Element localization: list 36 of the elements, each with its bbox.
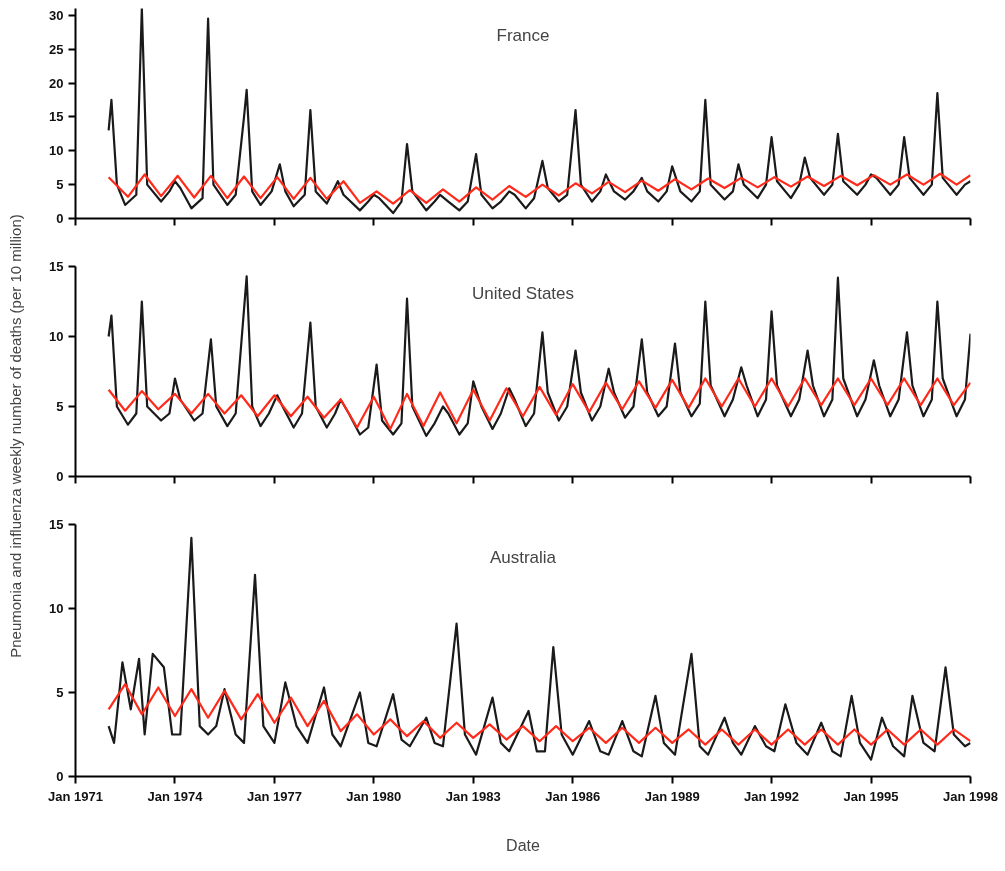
y-tick-label: 15: [49, 517, 64, 532]
x-tick-label: Jan 1995: [843, 788, 899, 804]
line-series: [107, 8, 971, 215]
line-series: [107, 683, 971, 746]
text: France: [496, 26, 550, 46]
x-tick-label: Jan 1998: [943, 788, 998, 804]
y-tick-label: 5: [56, 177, 64, 193]
y-tick-label: 5: [56, 685, 64, 700]
y-tick-label: 10: [49, 143, 64, 159]
text: United States: [471, 284, 575, 304]
text: Australia: [489, 547, 557, 567]
y-tick-label: 15: [49, 259, 64, 274]
x-tick-label: Jan 1989: [644, 788, 700, 804]
x-axis-title: Date: [506, 836, 540, 854]
line-series: [107, 275, 971, 437]
x-tick-label: Jan 1971: [48, 788, 103, 804]
y-tick-label: 0: [56, 769, 64, 784]
x-tick-label: Jan 1983: [445, 788, 501, 804]
y-tick-label: 0: [56, 469, 64, 484]
x-tick-label: Jan 1977: [246, 788, 302, 804]
y-tick-label: 5: [56, 399, 64, 414]
x-tick-label: Jan 1986: [545, 788, 601, 804]
y-tick-label: 20: [49, 75, 64, 91]
y-tick-label: 10: [49, 329, 64, 344]
y-tick-label: 0: [56, 211, 64, 226]
y-tick-label: 30: [49, 7, 64, 23]
line-series: [107, 172, 971, 205]
y-tick-label: 15: [49, 109, 64, 125]
line-series: [107, 377, 971, 430]
y-tick-label: 25: [49, 41, 64, 57]
line-series: [107, 536, 971, 761]
y-axis-title: Pneumonia and influenza weekly number of deaths (per 10 million): [7, 214, 24, 658]
x-tick-label: Jan 1992: [744, 788, 800, 804]
x-tick-label: Jan 1980: [346, 788, 402, 804]
y-tick-label: 10: [49, 601, 64, 616]
x-tick-label: Jan 1974: [147, 788, 204, 804]
